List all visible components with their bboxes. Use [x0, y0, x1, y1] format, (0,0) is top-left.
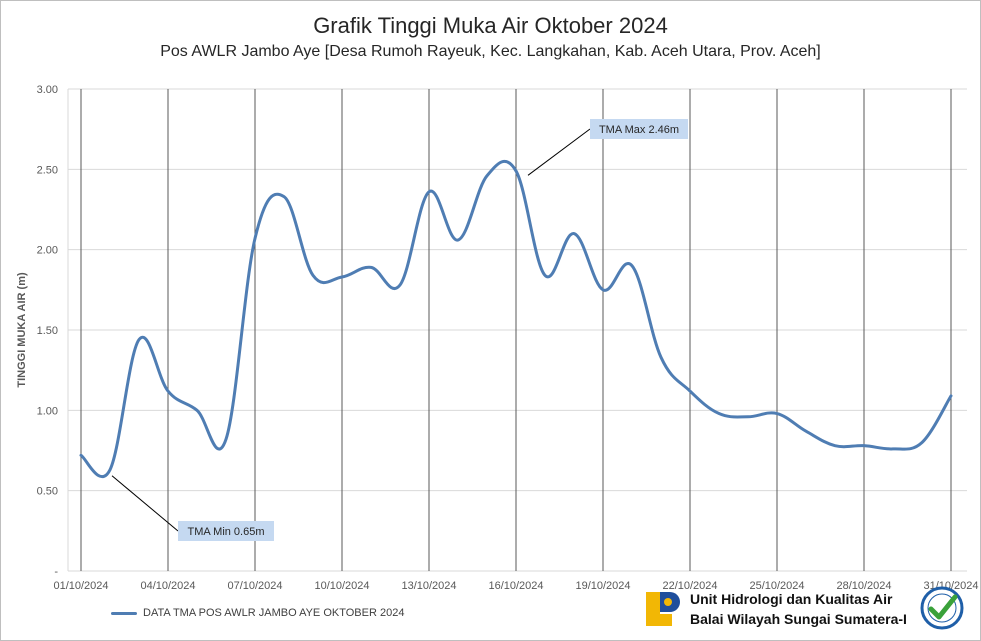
organization-block: Unit Hidrologi dan Kualitas Air Balai Wi…	[644, 589, 907, 629]
x-tick-label: 25/10/2024	[749, 580, 804, 592]
callout-min-label: TMA Min 0.65m	[187, 526, 264, 538]
y-tick-label: 1.00	[37, 405, 58, 417]
org-line-1: Unit Hidrologi dan Kualitas Air	[690, 591, 893, 607]
callout-max-leader	[527, 128, 591, 176]
legend-line-swatch	[111, 611, 137, 615]
x-tick-label: 22/10/2024	[662, 580, 717, 592]
x-tick-label: 16/10/2024	[488, 580, 543, 592]
y-tick-label: 1.50	[37, 325, 58, 337]
series-line	[79, 159, 953, 479]
y-tick-label: 3.00	[37, 84, 58, 96]
x-tick-label: 19/10/2024	[575, 580, 630, 592]
org-line-2: Balai Wilayah Sungai Sumatera-I	[690, 611, 907, 627]
pupr-logo-icon	[646, 592, 680, 626]
legend-label: DATA TMA POS AWLR JAMBO AYE OKTOBER 2024	[143, 607, 405, 619]
legend: DATA TMA POS AWLR JAMBO AYE OKTOBER 2024	[111, 607, 404, 619]
callout-min-leader	[111, 475, 179, 532]
chart-title: Grafik Tinggi Muka Air Oktober 2024	[313, 13, 668, 38]
x-tick-label: 07/10/2024	[227, 580, 282, 592]
x-tick-label: 04/10/2024	[140, 580, 195, 592]
x-tick-label: 28/10/2024	[836, 580, 891, 592]
callout-max-label: TMA Max 2.46m	[599, 124, 679, 136]
y-tick-label: 2.50	[37, 164, 58, 176]
chart-subtitle: Pos AWLR Jambo Aye [Desa Rumoh Rayeuk, K…	[160, 43, 821, 60]
x-tick-label: 10/10/2024	[314, 580, 369, 592]
y-tick-label: 0.50	[37, 486, 58, 498]
y-axis-label: TINGGI MUKA AIR (m)	[16, 272, 28, 388]
iso-certified-badge-icon	[920, 586, 964, 630]
y-tick-label: 2.00	[37, 245, 58, 257]
callout-max-box	[590, 119, 688, 139]
x-tick-label: 01/10/2024	[53, 580, 108, 592]
x-tick-label: 13/10/2024	[401, 580, 456, 592]
callout-min-box	[178, 521, 274, 541]
y-tick-label: -	[54, 566, 58, 578]
